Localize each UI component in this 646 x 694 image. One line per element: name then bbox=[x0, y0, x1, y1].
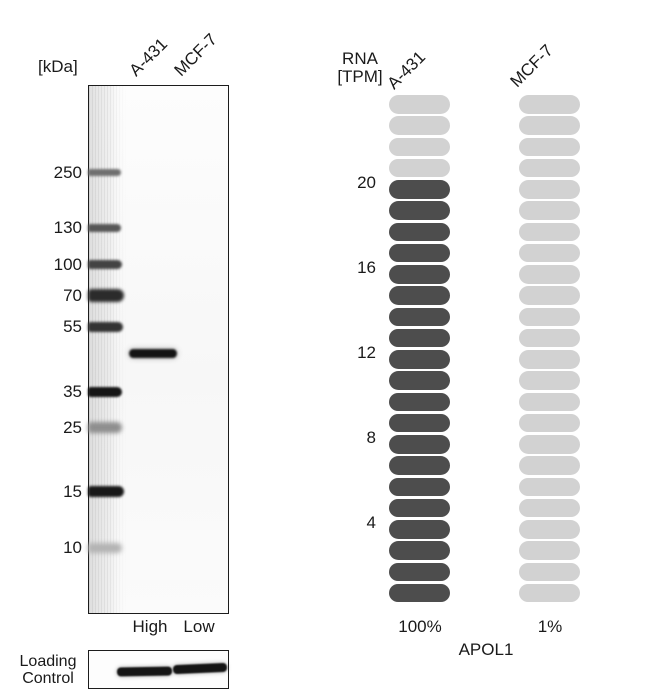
rna-unit-pill bbox=[519, 435, 580, 454]
rna-unit-pill bbox=[519, 520, 580, 539]
rna-unit-pill bbox=[519, 583, 580, 603]
rna-tick-label-4: 4 bbox=[366, 513, 376, 532]
ladder-band-250 bbox=[88, 169, 121, 176]
ladder-band-10 bbox=[88, 542, 122, 553]
rna-column-header-a431: A-431 bbox=[383, 47, 430, 93]
rna-unit-pill bbox=[519, 392, 580, 412]
target-protein-band bbox=[129, 349, 177, 358]
rna-unit-pill bbox=[519, 328, 580, 348]
ladder-band-100 bbox=[88, 260, 122, 269]
loading-control-label-line2: Control bbox=[22, 670, 74, 687]
rna-unit-pill bbox=[389, 307, 450, 327]
rna-unit-pill bbox=[389, 520, 450, 539]
rna-unit-pill bbox=[389, 392, 450, 412]
rna-unit-pill bbox=[389, 158, 450, 178]
kda-unit-label: [kDa] bbox=[38, 57, 78, 76]
mw-label-250: 250 bbox=[53, 163, 82, 182]
mw-label-35: 35 bbox=[63, 382, 82, 401]
rna-unit-pill bbox=[519, 286, 580, 305]
ladder-band-15 bbox=[88, 486, 124, 497]
rna-unit-pill bbox=[519, 137, 580, 157]
percent-label-mcf7: 1% bbox=[537, 617, 563, 636]
rna-axis-label-line1: RNA bbox=[342, 49, 378, 68]
rna-unit-pill bbox=[519, 350, 580, 369]
mw-label-70: 70 bbox=[63, 286, 82, 305]
mw-label-55: 55 bbox=[63, 317, 82, 336]
rna-unit-pill bbox=[389, 116, 450, 135]
rna-unit-pill bbox=[519, 562, 580, 582]
rna-unit-pill bbox=[389, 583, 450, 603]
rna-tick-label-16: 16 bbox=[357, 258, 376, 277]
loading-control-band-low bbox=[172, 662, 228, 675]
rna-unit-pill bbox=[389, 562, 450, 582]
ladder-band-130 bbox=[88, 223, 121, 232]
rna-unit-pill bbox=[389, 328, 450, 348]
gene-title: APOL1 bbox=[458, 640, 514, 659]
loading-control-box bbox=[88, 650, 229, 689]
rna-unit-pill bbox=[389, 137, 450, 157]
rna-tick-label-12: 12 bbox=[357, 343, 376, 362]
rna-unit-pill bbox=[389, 413, 450, 433]
rna-axis-label: RNA [TPM] bbox=[332, 50, 388, 86]
blot-lane-label-mcf7: MCF-7 bbox=[170, 29, 221, 80]
rna-unit-pill bbox=[519, 413, 580, 433]
loading-control-label: Loading Control bbox=[8, 653, 88, 687]
rna-unit-pill bbox=[389, 265, 450, 284]
ladder-band-55 bbox=[88, 321, 123, 332]
rna-unit-pill bbox=[389, 95, 450, 114]
rna-unit-pill bbox=[519, 307, 580, 327]
rna-unit-pill bbox=[389, 180, 450, 199]
expression-label-high: High bbox=[132, 617, 168, 636]
mw-label-10: 10 bbox=[63, 538, 82, 557]
rna-tick-label-20: 20 bbox=[357, 173, 376, 192]
rna-unit-pill bbox=[519, 116, 580, 135]
rna-unit-pill bbox=[389, 498, 450, 518]
rna-axis-label-line2: [TPM] bbox=[337, 67, 383, 86]
rna-unit-pill bbox=[389, 201, 450, 220]
rna-unit-pill bbox=[519, 477, 580, 497]
rna-unit-pill bbox=[519, 456, 580, 475]
rna-unit-pill bbox=[389, 456, 450, 475]
rna-unit-pill bbox=[519, 371, 580, 390]
rna-pill-column-mcf7 bbox=[519, 95, 580, 605]
rna-unit-pill bbox=[389, 541, 450, 560]
mw-label-25: 25 bbox=[63, 418, 82, 437]
loading-control-label-line1: Loading bbox=[19, 653, 77, 670]
rna-unit-pill bbox=[519, 201, 580, 220]
rna-unit-pill bbox=[389, 435, 450, 454]
rna-unit-pill bbox=[519, 95, 580, 114]
rna-pill-column-a431 bbox=[389, 95, 450, 605]
mw-label-100: 100 bbox=[53, 255, 82, 274]
loading-control-band-high bbox=[116, 666, 173, 677]
ladder-band-25 bbox=[88, 422, 122, 433]
ladder-band-70 bbox=[88, 289, 124, 302]
rna-unit-pill bbox=[519, 541, 580, 560]
rna-unit-pill bbox=[389, 477, 450, 497]
rna-unit-pill bbox=[389, 243, 450, 263]
rna-tick-label-8: 8 bbox=[366, 428, 376, 447]
rna-unit-pill bbox=[519, 158, 580, 178]
percent-label-a431: 100% bbox=[398, 617, 442, 636]
rna-unit-pill bbox=[519, 180, 580, 199]
rna-unit-pill bbox=[519, 222, 580, 242]
rna-unit-pill bbox=[389, 286, 450, 305]
rna-column-header-mcf7: MCF-7 bbox=[506, 40, 557, 91]
rna-unit-pill bbox=[519, 498, 580, 518]
wb-membrane bbox=[88, 85, 229, 614]
ladder-lane-smear bbox=[89, 86, 127, 613]
rna-unit-pill bbox=[519, 265, 580, 284]
blot-lane-label-a431: A-431 bbox=[125, 34, 172, 80]
expression-label-low: Low bbox=[183, 617, 215, 636]
mw-label-15: 15 bbox=[63, 482, 82, 501]
rna-unit-pill bbox=[389, 371, 450, 390]
rna-unit-pill bbox=[389, 350, 450, 369]
rna-unit-pill bbox=[389, 222, 450, 242]
mw-label-130: 130 bbox=[53, 218, 82, 237]
ladder-band-35 bbox=[88, 386, 122, 397]
rna-unit-pill bbox=[519, 243, 580, 263]
